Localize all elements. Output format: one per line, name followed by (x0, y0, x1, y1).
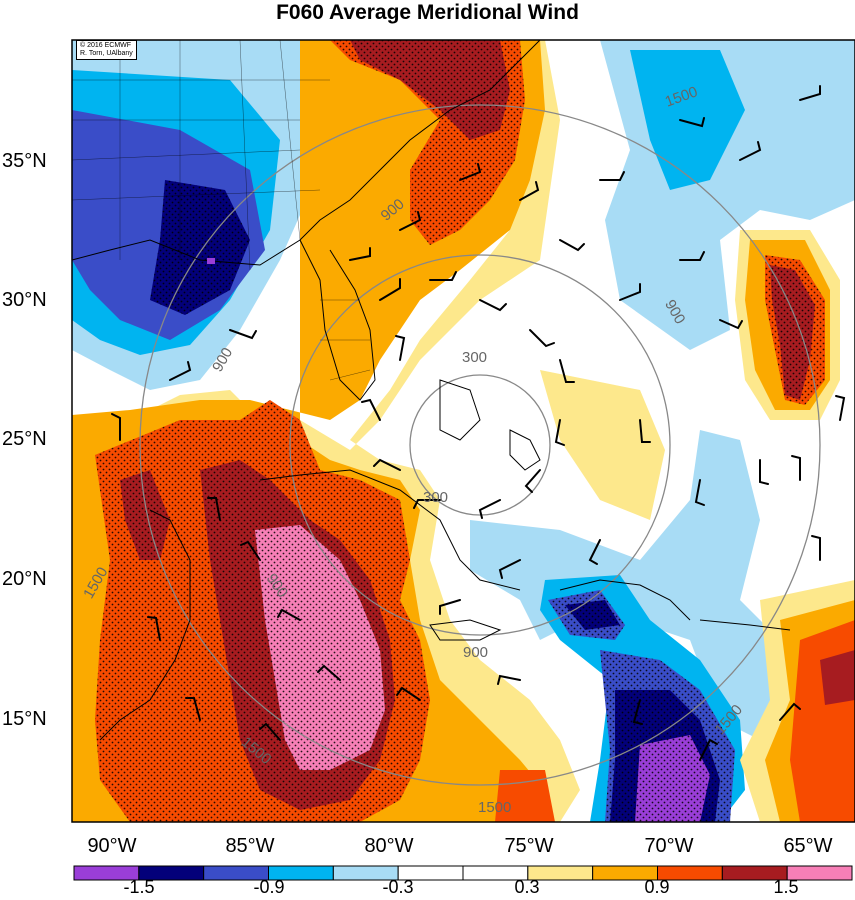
neg-region-cyan (630, 50, 745, 190)
credit-line-2: R. Torn, UAlbany (80, 50, 133, 57)
distance-contours (139, 104, 821, 786)
contour-label: 300 (423, 489, 448, 506)
colorbar-swatch (786, 865, 853, 881)
neg-region-light (470, 430, 855, 740)
stippling (95, 40, 825, 822)
lat-label: 30°N (2, 289, 47, 311)
pos-region-redorange (495, 770, 555, 822)
pos-region-light (540, 370, 665, 520)
plot-title: F060 Average Meridional Wind (276, 1, 579, 24)
lat-label: 15°N (2, 708, 47, 730)
lon-label: 85°W (225, 835, 275, 857)
wind-barbs (111, 85, 846, 761)
coastlines (72, 40, 791, 741)
contour-label: 900 (463, 644, 488, 661)
map-frame (71, 39, 855, 823)
colorbar-label: -1.5 (123, 877, 155, 897)
center-marker (207, 258, 215, 264)
contour-label: 1500 (478, 799, 511, 816)
lon-label: 90°W (87, 835, 137, 857)
contour-label: 300 (462, 349, 487, 366)
colorbar-label: 0.3 (514, 877, 540, 897)
state-borders (72, 40, 371, 381)
colorbar-label: 0.9 (644, 877, 670, 897)
lon-label: 70°W (644, 835, 694, 857)
colorbar (73, 865, 853, 881)
lon-label: 75°W (504, 835, 554, 857)
contour-ring-900 (289, 254, 671, 636)
pos-region-redorange (790, 620, 855, 822)
shaded-field (72, 40, 855, 822)
credit-box: © 2016 ECMWF R. Torn, UAlbany (76, 40, 137, 60)
colorbar-label: -0.3 (382, 877, 414, 897)
lat-label: 25°N (2, 428, 47, 450)
colorbar-label: -0.9 (253, 877, 285, 897)
colorbar-label: 1.5 (773, 877, 799, 897)
lat-label: 20°N (2, 568, 47, 590)
lat-label: 35°N (2, 150, 47, 172)
lon-label: 65°W (783, 835, 833, 857)
credit-line-1: © 2016 ECMWF (80, 42, 132, 49)
contour-ring-300 (409, 374, 551, 516)
pos-region-darkred (820, 650, 855, 705)
contour-ring-1500 (139, 104, 821, 786)
lon-label: 80°W (364, 835, 414, 857)
